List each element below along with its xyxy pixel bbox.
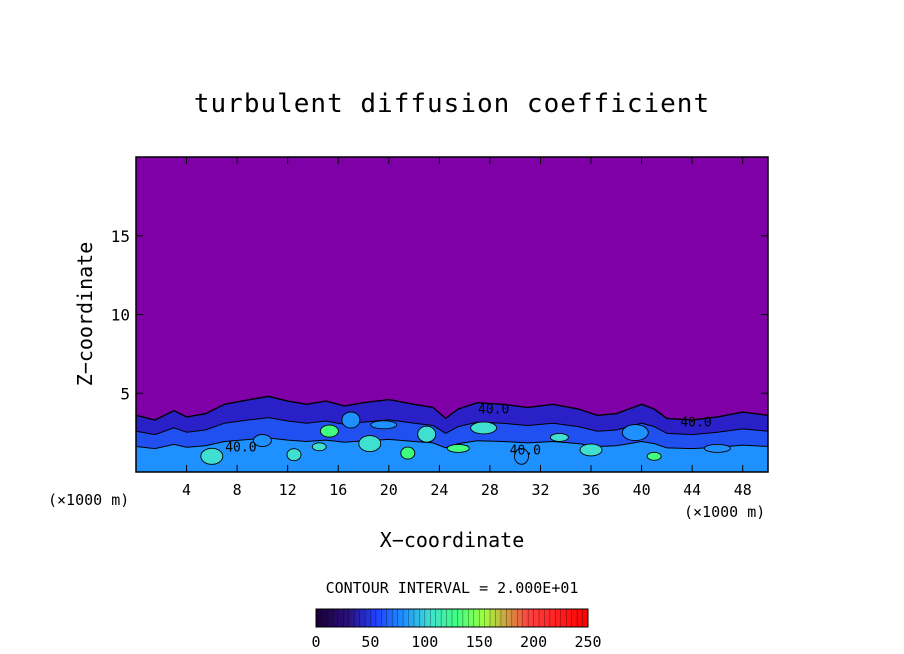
colorbar-tick-label: 150 — [466, 633, 493, 651]
contour-labels: 40.0 40.0 40.0 40.0 — [225, 403, 711, 459]
eddy-blob — [319, 424, 339, 438]
x-unit-left: (×1000 m) — [48, 491, 129, 509]
x-unit-right: (×1000 m) — [684, 503, 765, 521]
contour-label: 40.0 — [510, 444, 541, 459]
eddy-blob — [703, 443, 731, 453]
eddy-blob — [341, 411, 361, 429]
chart-title: turbulent diffusion coefficient — [194, 89, 710, 119]
x-tick-label: 44 — [683, 481, 701, 499]
eddy-blob — [252, 434, 272, 447]
colorbar-tick-label: 200 — [520, 633, 547, 651]
eddy-blob — [358, 435, 382, 453]
y-ticks: 5 10 15 — [111, 227, 768, 403]
colorbar-tick-label: 0 — [311, 633, 320, 651]
plot-area: 40.040.040.040.0 4 8 12 16 20 24 28 32 36 40 44 48 … — [111, 156, 769, 499]
contour-interval: CONTOUR INTERVAL = 2.000E+01 — [326, 579, 579, 597]
y-axis-label: Z−coordinate — [73, 242, 97, 387]
eddy-blob — [621, 424, 649, 442]
y-tick-label: 10 — [111, 306, 130, 325]
x-tick-label: 16 — [329, 481, 347, 499]
x-tick-label: 8 — [233, 481, 242, 499]
eddy-blob — [549, 432, 569, 442]
x-axis-label: X−coordinate — [380, 528, 525, 552]
eddy-blob — [370, 420, 398, 430]
eddy-blob — [470, 421, 498, 435]
y-tick-label: 5 — [120, 384, 130, 403]
x-tick-label: 20 — [380, 481, 398, 499]
contour-label: 40.0 — [225, 441, 256, 456]
x-tick-label: 24 — [430, 481, 448, 499]
eddy-blob — [417, 425, 437, 443]
x-ticks: 4 8 12 16 20 24 28 32 36 40 44 48 — [182, 157, 752, 499]
eddy-blob — [311, 442, 327, 452]
eddy-blob — [446, 443, 470, 453]
x-tick-label: 48 — [734, 481, 752, 499]
colorbar-tick-label: 250 — [574, 633, 601, 651]
colorbar: 0 50 100 150 200 250 — [311, 608, 602, 651]
x-tick-label: 4 — [182, 481, 191, 499]
y-tick-label: 15 — [111, 227, 130, 246]
eddy-blob — [286, 448, 302, 462]
x-tick-label: 28 — [481, 481, 499, 499]
x-tick-label: 12 — [279, 481, 297, 499]
turbulence-inner-band — [136, 437, 768, 472]
colorbar-tick-label: 50 — [361, 633, 379, 651]
contour-label: 40.0 — [680, 415, 711, 430]
x-tick-label: 36 — [582, 481, 600, 499]
eddy-blob — [200, 447, 224, 465]
colorbar-ticks: 0 50 100 150 200 250 — [311, 609, 602, 651]
eddy-blob — [579, 443, 603, 457]
colorbar-tick-label: 100 — [411, 633, 438, 651]
x-tick-label: 40 — [633, 481, 651, 499]
turbulent-field — [136, 395, 768, 472]
x-tick-label: 32 — [531, 481, 549, 499]
eddy-blob — [400, 446, 416, 460]
eddy-blob — [514, 447, 529, 465]
contour-label: 40.0 — [478, 403, 509, 418]
eddy-blob — [646, 451, 662, 461]
